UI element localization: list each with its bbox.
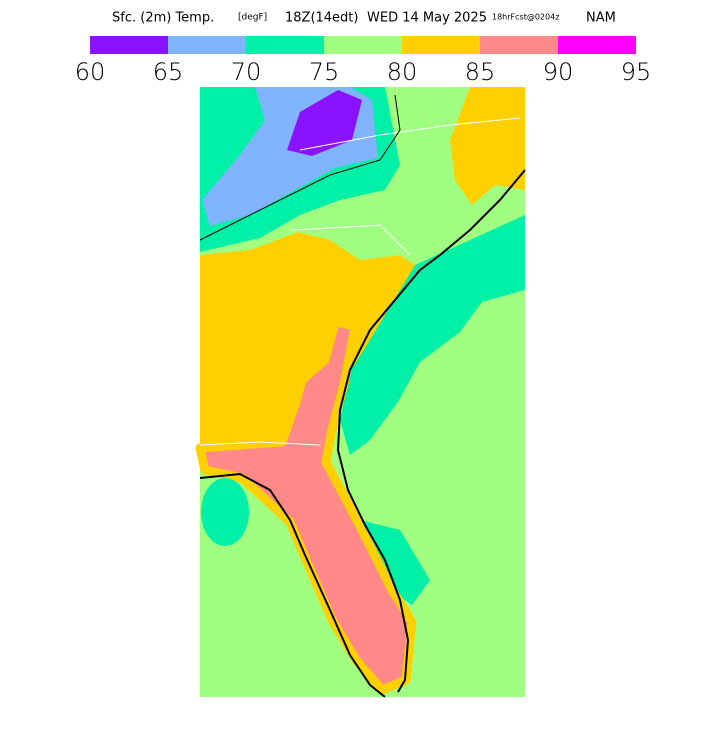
colorbar-label: 70 [231, 58, 262, 86]
temp-region [200, 232, 415, 450]
temp-region [287, 90, 362, 156]
temp-region [450, 87, 525, 205]
map [195, 87, 526, 698]
temp-region [201, 478, 249, 546]
contour [199, 94, 401, 241]
title-forecast: 18hrFcst@0204z [492, 13, 559, 22]
colorbar-bin [402, 36, 480, 54]
colorbar-label: 80 [387, 58, 418, 86]
colorbar-label: 85 [465, 58, 496, 86]
state-border [199, 441, 321, 446]
temp-region [340, 215, 525, 455]
title-field: Sfc. (2m) Temp. [112, 11, 214, 26]
colorbar: 60 65 70 75 80 85 90 95 [75, 36, 652, 86]
colorbar-label: 75 [309, 58, 340, 86]
colorbar-label: 60 [75, 58, 106, 86]
colorbar-label: 65 [153, 58, 184, 86]
title-model: NAM [586, 11, 616, 26]
colorbar-bin [480, 36, 558, 54]
colorbar-bin [558, 36, 636, 54]
colorbar-label: 95 [621, 58, 652, 86]
state-border [299, 117, 521, 151]
temp-region [360, 520, 430, 605]
colorbar-bin [168, 36, 246, 54]
colorbar-label: 90 [543, 58, 574, 86]
title-date: WED 14 May 2025 [367, 11, 487, 26]
title-time: 18Z(14edt) [285, 11, 358, 26]
coastline [336, 169, 526, 693]
title: Sfc. (2m) Temp. [degF] 18Z(14edt) WED 14… [112, 11, 616, 26]
colorbar-bin [324, 36, 402, 54]
colorbar-bin [246, 36, 324, 54]
state-border [289, 224, 411, 256]
title-units: [degF] [238, 13, 267, 23]
coastline [199, 472, 386, 698]
colorbar-bin [90, 36, 168, 54]
